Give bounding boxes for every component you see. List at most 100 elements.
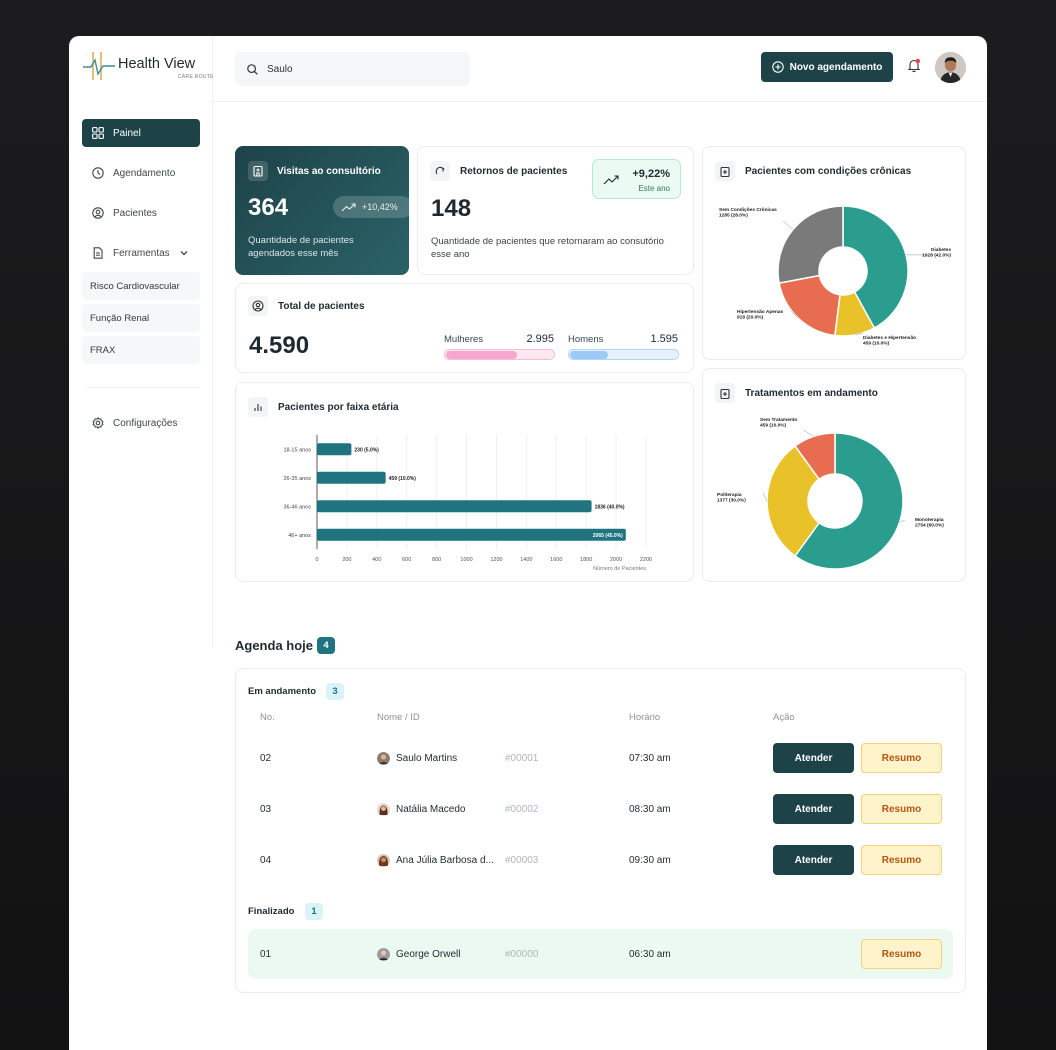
patient-avatar [377, 751, 390, 765]
new-appointment-label: Novo agendamento [789, 61, 883, 73]
leader-line [802, 429, 815, 437]
slice-label: Sem Condições Crônicas [719, 207, 777, 213]
column-header-name: Nome / ID [377, 712, 420, 723]
women-label: Mulheres [444, 334, 484, 345]
document-icon [93, 247, 103, 259]
brand-subtitle: CARE ROUTE [178, 74, 214, 80]
x-tick-label: 0 [315, 557, 318, 563]
donut-slice [842, 205, 909, 329]
visitas-desc: Quantidade de pacientes agendados esse m… [248, 235, 354, 259]
x-tick-label: 1800 [580, 557, 592, 563]
sidebar-item-configuracoes[interactable]: Configurações [82, 409, 200, 437]
retornos-desc: Quantidade de pacientes que retornaram a… [431, 236, 664, 260]
sidebar: Health View CARE ROUTE Painel Agendament… [69, 36, 213, 648]
resumo-button[interactable]: Resumo [861, 845, 942, 875]
sidebar-item-label: Painel [113, 127, 141, 139]
grid-icon [92, 127, 104, 139]
y-tick-label: 36-46 anos [283, 504, 311, 510]
donut-slice [777, 205, 844, 285]
resumo-button[interactable]: Resumo [861, 939, 942, 969]
row-number: 02 [260, 752, 272, 764]
column-header-no: No. [260, 712, 275, 723]
patient-name[interactable]: George Orwell [377, 929, 460, 979]
card-retornos: Retornos de pacientes 148 +9,22% Este an… [417, 146, 694, 275]
patient-name[interactable]: Saulo Martins [377, 733, 457, 783]
y-tick-label: 26-35 anos [283, 476, 311, 482]
x-tick-label: 200 [342, 557, 351, 563]
card-condicoes-cronicas: Pacientes com condições crônicas Diabete… [702, 146, 966, 360]
atender-button[interactable]: Atender [773, 743, 854, 773]
tool-item-risco-cardiovascular[interactable]: Risco Cardiovascular [82, 272, 200, 300]
gear-icon [92, 417, 104, 429]
done-count-badge: 1 [305, 903, 323, 920]
slice-label: Diabetes [931, 247, 951, 253]
sidebar-item-agendamento[interactable]: Agendamento [82, 159, 200, 187]
retornos-change: +9,22% [632, 168, 670, 180]
donut1-title: Pacientes com condições crônicas [745, 166, 912, 177]
retornos-title: Retornos de pacientes [460, 166, 568, 177]
search-bar[interactable] [235, 52, 470, 86]
user-avatar-image [935, 52, 966, 83]
age-bar-chart: 0 200 400 600 800 1000 1200 1400 1600 1800 2000 220… [283, 435, 652, 572]
visitas-value: 364 [248, 194, 289, 221]
visitas-change-badge: +10,42% [333, 196, 413, 218]
slice-label: Sem Tratamento [760, 417, 797, 423]
table-row: 02 Saulo Martins #00001 07:30 am Atender… [248, 733, 953, 783]
card-visitas: Visitas ao consultório 364 +10,42% Quant… [235, 146, 413, 275]
slice-value-label: 1928 (42.0%) [922, 253, 951, 259]
patient-id: #00001 [505, 752, 539, 764]
sidebar-item-pacientes[interactable]: Pacientes [82, 199, 200, 227]
sidebar-item-label: Pacientes [113, 207, 157, 219]
women-value: 2.995 [526, 333, 554, 345]
leader-line [790, 310, 799, 319]
clock-icon [92, 167, 104, 179]
patient-name-text: Saulo Martins [396, 752, 458, 764]
resumo-button[interactable]: Resumo [861, 794, 942, 824]
donut-slice [766, 444, 821, 558]
retornos-change-badge: +9,22% Este ano [592, 159, 681, 199]
sidebar-item-label: Agendamento [113, 167, 176, 179]
chevron-down-icon[interactable] [179, 248, 189, 258]
bar-value-label: 230 (5.0%) [354, 447, 379, 453]
search-icon [247, 63, 258, 75]
resumo-button[interactable]: Resumo [861, 743, 942, 773]
x-tick-label: 1600 [550, 557, 562, 563]
sidebar-item-ferramentas[interactable]: Ferramentas [82, 239, 200, 267]
done-label: Finalizado [248, 906, 295, 917]
atender-button[interactable]: Atender [773, 845, 854, 875]
slice-value-label: 1285 (28.0%) [719, 213, 748, 219]
trending-up-icon [603, 175, 619, 185]
bar-value-label: 2065 (45.0%) [593, 533, 623, 539]
new-appointment-button[interactable]: Novo agendamento [761, 52, 893, 82]
app-window: Health View CARE ROUTE Painel Agendament… [69, 36, 987, 1050]
user-avatar[interactable] [935, 52, 966, 83]
total-value: 4.590 [249, 332, 310, 359]
slice-value-label: 2754 (60.0%) [915, 523, 944, 529]
brand-logo[interactable]: Health View CARE ROUTE [82, 50, 213, 82]
men-progress-fill [570, 351, 609, 359]
donut2-title: Tratamentos em andamento [745, 388, 878, 399]
women-progress-bar [444, 349, 555, 360]
in-progress-count-badge: 3 [326, 683, 344, 700]
sidebar-item-painel[interactable]: Painel [82, 119, 200, 147]
patient-name-text: George Orwell [396, 948, 461, 960]
slice-value-label: 459 (10.0%) [760, 423, 787, 429]
appointment-time: 07:30 am [629, 752, 671, 764]
search-input[interactable] [267, 63, 447, 75]
atender-button[interactable]: Atender [773, 794, 854, 824]
row-number: 01 [260, 948, 272, 960]
patient-id: #00000 [505, 948, 539, 960]
slice-label: Diabetes e Hipertensão [863, 335, 916, 341]
bar [317, 443, 352, 456]
x-tick-label: 800 [432, 557, 441, 563]
appointment-time: 06:30 am [629, 948, 671, 960]
patient-name[interactable]: Ana Júlia Barbosa d... [377, 835, 494, 885]
slice-value-label: 1377 (30.0%) [717, 498, 746, 504]
bell-icon[interactable] [907, 58, 921, 73]
patient-name[interactable]: Natália Macedo [377, 784, 465, 834]
tool-item-frax[interactable]: FRAX [82, 336, 200, 364]
sidebar-item-label: Ferramentas [113, 247, 170, 259]
tool-item-funcao-renal[interactable]: Função Renal [82, 304, 200, 332]
card-faixa-etaria: Pacientes por faixa etária 0 200 400 600 800… [235, 382, 694, 582]
